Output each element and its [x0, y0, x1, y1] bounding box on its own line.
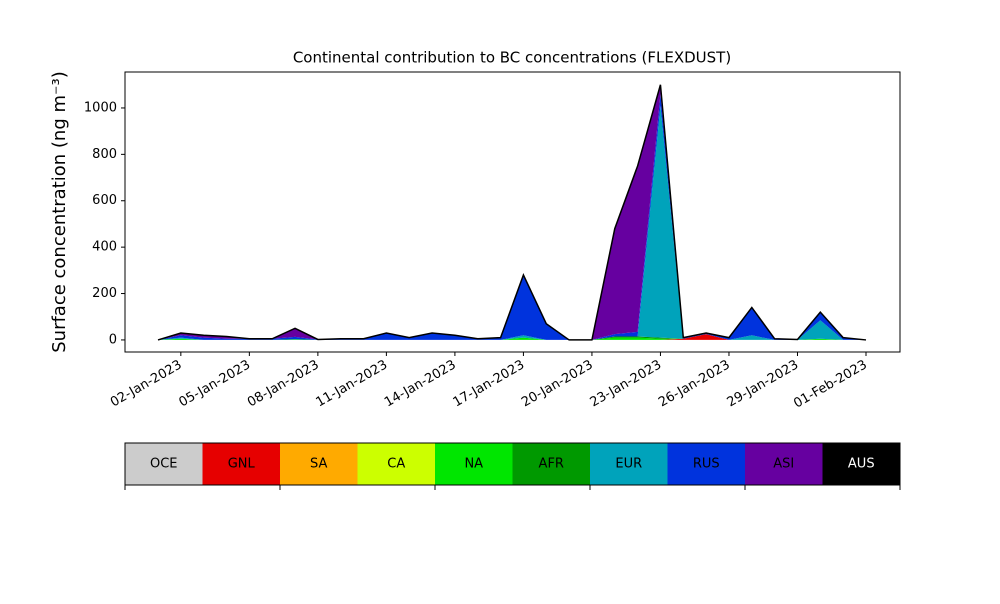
area — [158, 84, 866, 340]
legend-swatch — [435, 443, 513, 485]
y-axis-label: Surface concentration (ng m⁻³) — [49, 71, 70, 353]
legend-label: GNL — [228, 457, 256, 472]
x-tick-label: 05-Jan-2023 — [177, 358, 254, 411]
legend-swatch — [512, 443, 590, 485]
chart-title: Continental contribution to BC concentra… — [293, 49, 731, 67]
x-tick-label: 11-Jan-2023 — [314, 358, 391, 411]
x-tick-label: 29-Jan-2023 — [725, 358, 802, 411]
legend-label: CA — [387, 457, 405, 472]
legend-label: NA — [464, 457, 483, 472]
x-tick-label: 14-Jan-2023 — [382, 358, 459, 411]
legend-swatch — [280, 443, 358, 485]
area — [158, 334, 866, 340]
legend-swatch — [822, 443, 900, 485]
legend-label: ASI — [773, 457, 794, 472]
legend-label: EUR — [615, 457, 642, 472]
legend-swatch — [590, 443, 668, 485]
legend-swatch — [357, 443, 435, 485]
legend-swatch — [125, 443, 203, 485]
legend-label: AUS — [848, 457, 875, 472]
legend-swatch — [667, 443, 745, 485]
legend-frame — [124, 442, 901, 486]
legend-label: SA — [310, 457, 327, 472]
area — [157, 84, 867, 341]
legend-swatch — [745, 443, 823, 485]
x-tick-label: 08-Jan-2023 — [245, 358, 322, 411]
y-tick-label: 1000 — [84, 100, 117, 115]
plot-frame — [124, 71, 901, 353]
x-tick-label: 01-Feb-2023 — [791, 358, 870, 412]
x-tick-label: 17-Jan-2023 — [451, 358, 528, 411]
y-tick-label: 0 — [109, 332, 117, 347]
x-tick-label: 23-Jan-2023 — [588, 358, 665, 411]
legend-label: RUS — [693, 457, 720, 472]
y-tick-label: 800 — [92, 147, 117, 162]
x-tick-label: 20-Jan-2023 — [519, 358, 596, 411]
legend-swatch — [202, 443, 280, 485]
y-tick-label: 400 — [92, 240, 117, 255]
y-tick-label: 200 — [92, 286, 117, 301]
legend-label: OCE — [150, 457, 178, 472]
x-tick-label: 02-Jan-2023 — [108, 358, 185, 411]
area — [158, 94, 866, 340]
legend-label: AFR — [539, 457, 564, 472]
y-tick-label: 600 — [92, 193, 117, 208]
x-tick-label: 26-Jan-2023 — [656, 358, 733, 411]
